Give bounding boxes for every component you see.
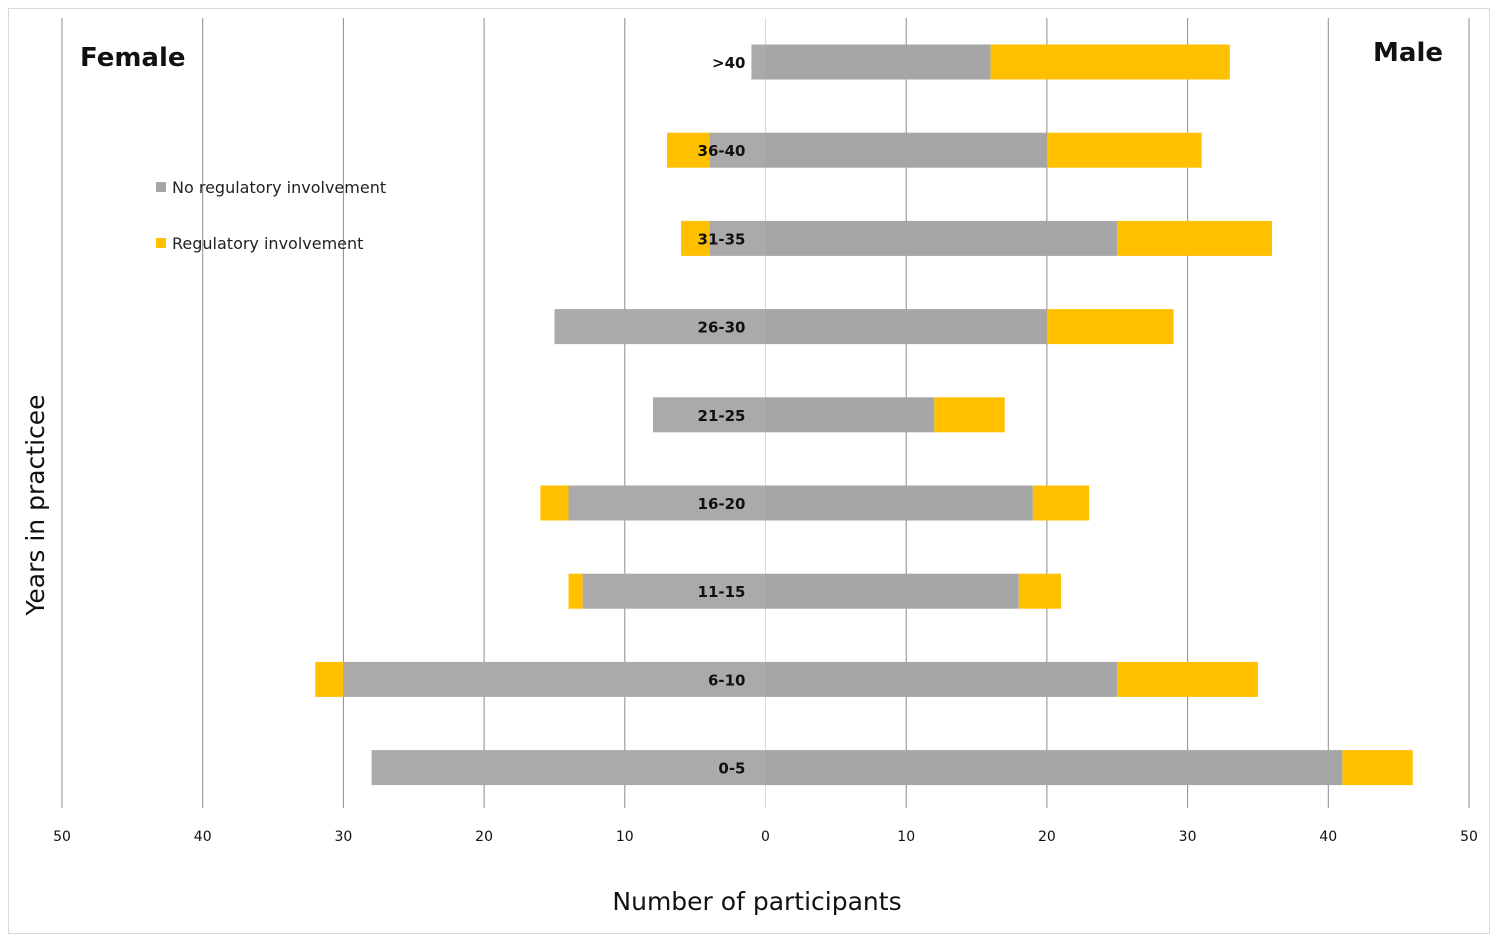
bar-male-no-regulatory-1 xyxy=(765,132,1047,168)
x-tick-label-6: 10 xyxy=(897,829,915,845)
x-tick-label-5: 0 xyxy=(761,829,770,845)
bar-male-no-regulatory-7 xyxy=(765,661,1118,697)
bar-male-regulatory-3 xyxy=(1046,309,1174,345)
bar-male-no-regulatory-2 xyxy=(765,220,1118,256)
category-label-0: >40 xyxy=(712,54,745,72)
bar-male-no-regulatory-8 xyxy=(765,750,1343,786)
x-tick-label-3: 20 xyxy=(475,829,493,845)
bar-female-no-regulatory-7 xyxy=(343,661,766,697)
category-label-2: 31-35 xyxy=(698,230,746,248)
male-label: Male xyxy=(1373,38,1443,68)
category-label-8: 0-5 xyxy=(718,760,745,778)
bar-male-regulatory-5 xyxy=(1032,485,1090,521)
bar-female-no-regulatory-5 xyxy=(568,485,766,521)
bar-male-no-regulatory-5 xyxy=(765,485,1033,521)
bar-female-regulatory-7 xyxy=(315,661,344,697)
x-tick-labels: 50 40 30 20 10 0 10 20 30 40 50 xyxy=(53,829,1478,845)
category-label-1: 36-40 xyxy=(698,142,746,160)
bar-female-no-regulatory-1 xyxy=(709,132,766,168)
category-label-5: 16-20 xyxy=(698,495,746,513)
x-tick-label-9: 40 xyxy=(1319,829,1337,845)
bar-female-no-regulatory-4 xyxy=(652,397,766,433)
category-label-6: 11-15 xyxy=(698,583,746,601)
bar-male-regulatory-1 xyxy=(1046,132,1202,168)
bar-female-no-regulatory-0 xyxy=(751,44,766,80)
bar-male-regulatory-0 xyxy=(990,44,1230,80)
x-tick-label-0: 50 xyxy=(53,829,71,845)
bar-male-no-regulatory-6 xyxy=(765,573,1019,609)
category-label-3: 26-30 xyxy=(698,319,746,337)
female-label: Female xyxy=(80,43,186,73)
legend-swatch-regulatory xyxy=(156,238,166,248)
category-label-7: 6-10 xyxy=(708,671,746,689)
legend-label-regulatory: Regulatory involvement xyxy=(172,234,363,253)
bar-male-regulatory-4 xyxy=(934,397,1005,433)
bar-female-no-regulatory-8 xyxy=(371,750,766,786)
bar-male-regulatory-2 xyxy=(1117,220,1273,256)
bar-male-no-regulatory-0 xyxy=(765,44,991,80)
x-tick-label-1: 40 xyxy=(194,829,212,845)
category-label-4: 21-25 xyxy=(698,407,746,425)
legend: No regulatory involvement Regulatory inv… xyxy=(156,178,386,253)
bar-female-regulatory-2 xyxy=(681,220,710,256)
bar-male-regulatory-6 xyxy=(1018,573,1061,609)
x-tick-label-10: 50 xyxy=(1460,829,1478,845)
legend-label-no-regulatory: No regulatory involvement xyxy=(172,178,386,197)
bar-male-no-regulatory-3 xyxy=(765,309,1047,345)
category-labels: >40 36-40 31-35 26-30 21-25 16-20 11-15 6-10 0-5 xyxy=(698,54,746,778)
bar-female-regulatory-6 xyxy=(568,573,583,609)
x-tick-label-7: 20 xyxy=(1038,829,1056,845)
bar-male-regulatory-8 xyxy=(1342,750,1413,786)
x-tick-label-4: 10 xyxy=(616,829,634,845)
x-axis-title: Number of participants xyxy=(612,887,901,916)
y-axis-title: Years in practicee xyxy=(21,394,50,616)
bar-female-no-regulatory-6 xyxy=(582,573,766,609)
bar-female-no-regulatory-3 xyxy=(554,309,766,345)
chart-frame xyxy=(8,8,1490,934)
bar-female-regulatory-5 xyxy=(540,485,569,521)
bar-male-regulatory-7 xyxy=(1117,661,1258,697)
x-tick-label-2: 30 xyxy=(334,829,352,845)
bars xyxy=(315,44,1413,786)
bar-female-no-regulatory-2 xyxy=(709,220,766,256)
bar-male-no-regulatory-4 xyxy=(765,397,935,433)
bar-female-regulatory-1 xyxy=(667,132,710,168)
legend-swatch-no-regulatory xyxy=(156,182,166,192)
x-tick-label-8: 30 xyxy=(1179,829,1197,845)
